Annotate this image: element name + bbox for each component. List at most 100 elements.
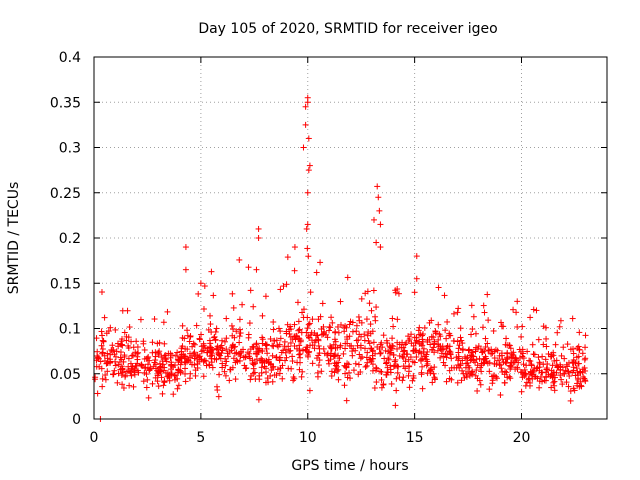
data-point <box>326 323 333 330</box>
data-point <box>143 371 150 378</box>
data-point <box>96 363 103 370</box>
data-point <box>151 359 158 366</box>
data-point <box>480 302 487 309</box>
data-point <box>556 323 563 330</box>
data-point <box>340 350 347 357</box>
data-point <box>387 347 394 354</box>
data-point <box>240 346 247 353</box>
data-point <box>233 328 240 335</box>
data-point <box>304 189 311 196</box>
data-point <box>93 335 100 342</box>
data-point <box>294 359 301 366</box>
data-point <box>459 340 466 347</box>
data-point <box>581 356 588 363</box>
data-point <box>300 144 307 151</box>
data-point <box>375 194 382 201</box>
data-point <box>369 328 376 335</box>
data-point <box>336 355 343 362</box>
data-point <box>152 374 159 381</box>
data-point <box>263 342 270 349</box>
data-point <box>520 361 527 368</box>
data-point <box>160 367 167 374</box>
data-point <box>296 326 303 333</box>
data-point <box>107 351 114 358</box>
data-point <box>259 334 266 341</box>
data-point <box>182 370 189 377</box>
data-point <box>305 321 312 328</box>
data-point <box>509 354 516 361</box>
data-point <box>135 369 142 376</box>
data-point <box>103 360 110 367</box>
data-point <box>324 351 331 358</box>
data-point <box>137 316 144 323</box>
data-point <box>481 309 488 316</box>
data-point <box>518 388 525 395</box>
data-point <box>392 356 399 363</box>
data-point <box>377 221 384 228</box>
data-points <box>92 94 589 422</box>
data-point <box>307 342 314 349</box>
data-point <box>570 367 577 374</box>
data-point <box>289 353 296 360</box>
data-point <box>304 221 311 228</box>
data-point <box>376 207 383 214</box>
data-point <box>190 340 197 347</box>
data-point <box>543 369 550 376</box>
data-point <box>337 321 344 328</box>
data-point <box>399 377 406 384</box>
data-point <box>444 318 451 325</box>
data-point <box>411 289 418 296</box>
data-point <box>573 365 580 372</box>
data-point <box>530 306 537 313</box>
data-point <box>378 376 385 383</box>
data-point <box>431 364 438 371</box>
data-point <box>309 316 316 323</box>
data-point <box>328 368 335 375</box>
data-point <box>126 324 133 331</box>
data-point <box>474 375 481 382</box>
data-point <box>305 253 312 260</box>
data-point <box>175 382 182 389</box>
data-point <box>174 349 181 356</box>
data-point <box>419 355 426 362</box>
data-point <box>389 315 396 322</box>
data-point <box>304 99 311 106</box>
data-point <box>355 337 362 344</box>
data-point <box>539 369 546 376</box>
data-point <box>119 336 126 343</box>
data-point <box>570 345 577 352</box>
data-point <box>255 235 262 241</box>
data-point <box>428 333 435 340</box>
y-tick-label: 0.15 <box>50 276 81 292</box>
data-point <box>446 375 453 382</box>
data-point <box>435 284 442 291</box>
data-point <box>303 347 310 354</box>
data-point <box>477 346 484 353</box>
data-point <box>432 328 439 335</box>
data-point <box>191 349 198 356</box>
data-point <box>159 390 166 397</box>
data-point <box>386 343 393 350</box>
data-point <box>142 364 149 371</box>
data-point <box>369 352 376 359</box>
data-point <box>297 337 304 344</box>
data-point <box>343 397 350 404</box>
data-point <box>390 352 397 359</box>
data-point <box>304 245 311 252</box>
data-point <box>208 352 215 359</box>
data-point <box>486 368 493 375</box>
data-point <box>211 333 218 340</box>
data-point <box>421 324 428 331</box>
data-point <box>383 337 390 344</box>
data-point <box>387 369 394 376</box>
data-point <box>216 371 223 378</box>
data-point <box>484 291 491 298</box>
data-point <box>373 365 380 372</box>
data-point <box>344 360 351 367</box>
data-point <box>121 329 128 336</box>
data-point <box>468 370 475 377</box>
data-point <box>204 345 211 352</box>
data-point <box>239 301 246 308</box>
data-point <box>249 360 256 367</box>
